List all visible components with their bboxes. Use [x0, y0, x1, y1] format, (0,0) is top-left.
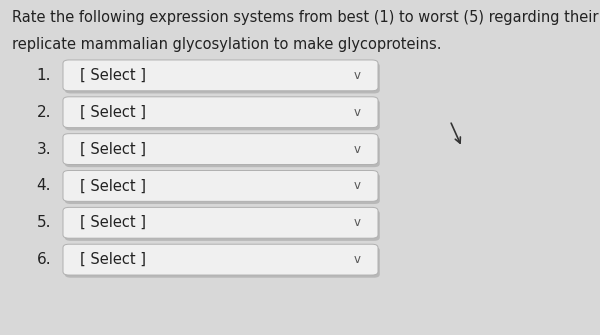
FancyBboxPatch shape: [63, 207, 378, 238]
Text: [ Select ]: [ Select ]: [80, 179, 146, 193]
Text: [ Select ]: [ Select ]: [80, 68, 146, 83]
Text: v: v: [353, 216, 361, 229]
Text: v: v: [353, 69, 361, 82]
Text: 2.: 2.: [37, 105, 51, 120]
FancyBboxPatch shape: [63, 244, 378, 275]
Text: Rate the following expression systems from best (1) to worst (5) regarding their: Rate the following expression systems fr…: [12, 10, 600, 25]
FancyBboxPatch shape: [65, 173, 380, 204]
FancyBboxPatch shape: [65, 63, 380, 93]
Text: 6.: 6.: [37, 252, 51, 267]
FancyBboxPatch shape: [63, 97, 378, 128]
FancyBboxPatch shape: [65, 247, 380, 278]
Text: v: v: [353, 253, 361, 266]
Text: v: v: [353, 143, 361, 155]
FancyBboxPatch shape: [63, 60, 378, 91]
FancyBboxPatch shape: [63, 171, 378, 201]
FancyBboxPatch shape: [65, 210, 380, 241]
Text: 5.: 5.: [37, 215, 51, 230]
Text: v: v: [353, 180, 361, 192]
Text: 3.: 3.: [37, 142, 51, 156]
Text: [ Select ]: [ Select ]: [80, 215, 146, 230]
Text: 1.: 1.: [37, 68, 51, 83]
FancyBboxPatch shape: [63, 134, 378, 164]
Text: [ Select ]: [ Select ]: [80, 105, 146, 120]
FancyBboxPatch shape: [65, 99, 380, 130]
Text: [ Select ]: [ Select ]: [80, 142, 146, 156]
Text: v: v: [353, 106, 361, 119]
Text: 4.: 4.: [37, 179, 51, 193]
Text: replicate mammalian glycosylation to make glycoproteins.: replicate mammalian glycosylation to mak…: [12, 37, 442, 52]
FancyBboxPatch shape: [65, 136, 380, 167]
Text: [ Select ]: [ Select ]: [80, 252, 146, 267]
